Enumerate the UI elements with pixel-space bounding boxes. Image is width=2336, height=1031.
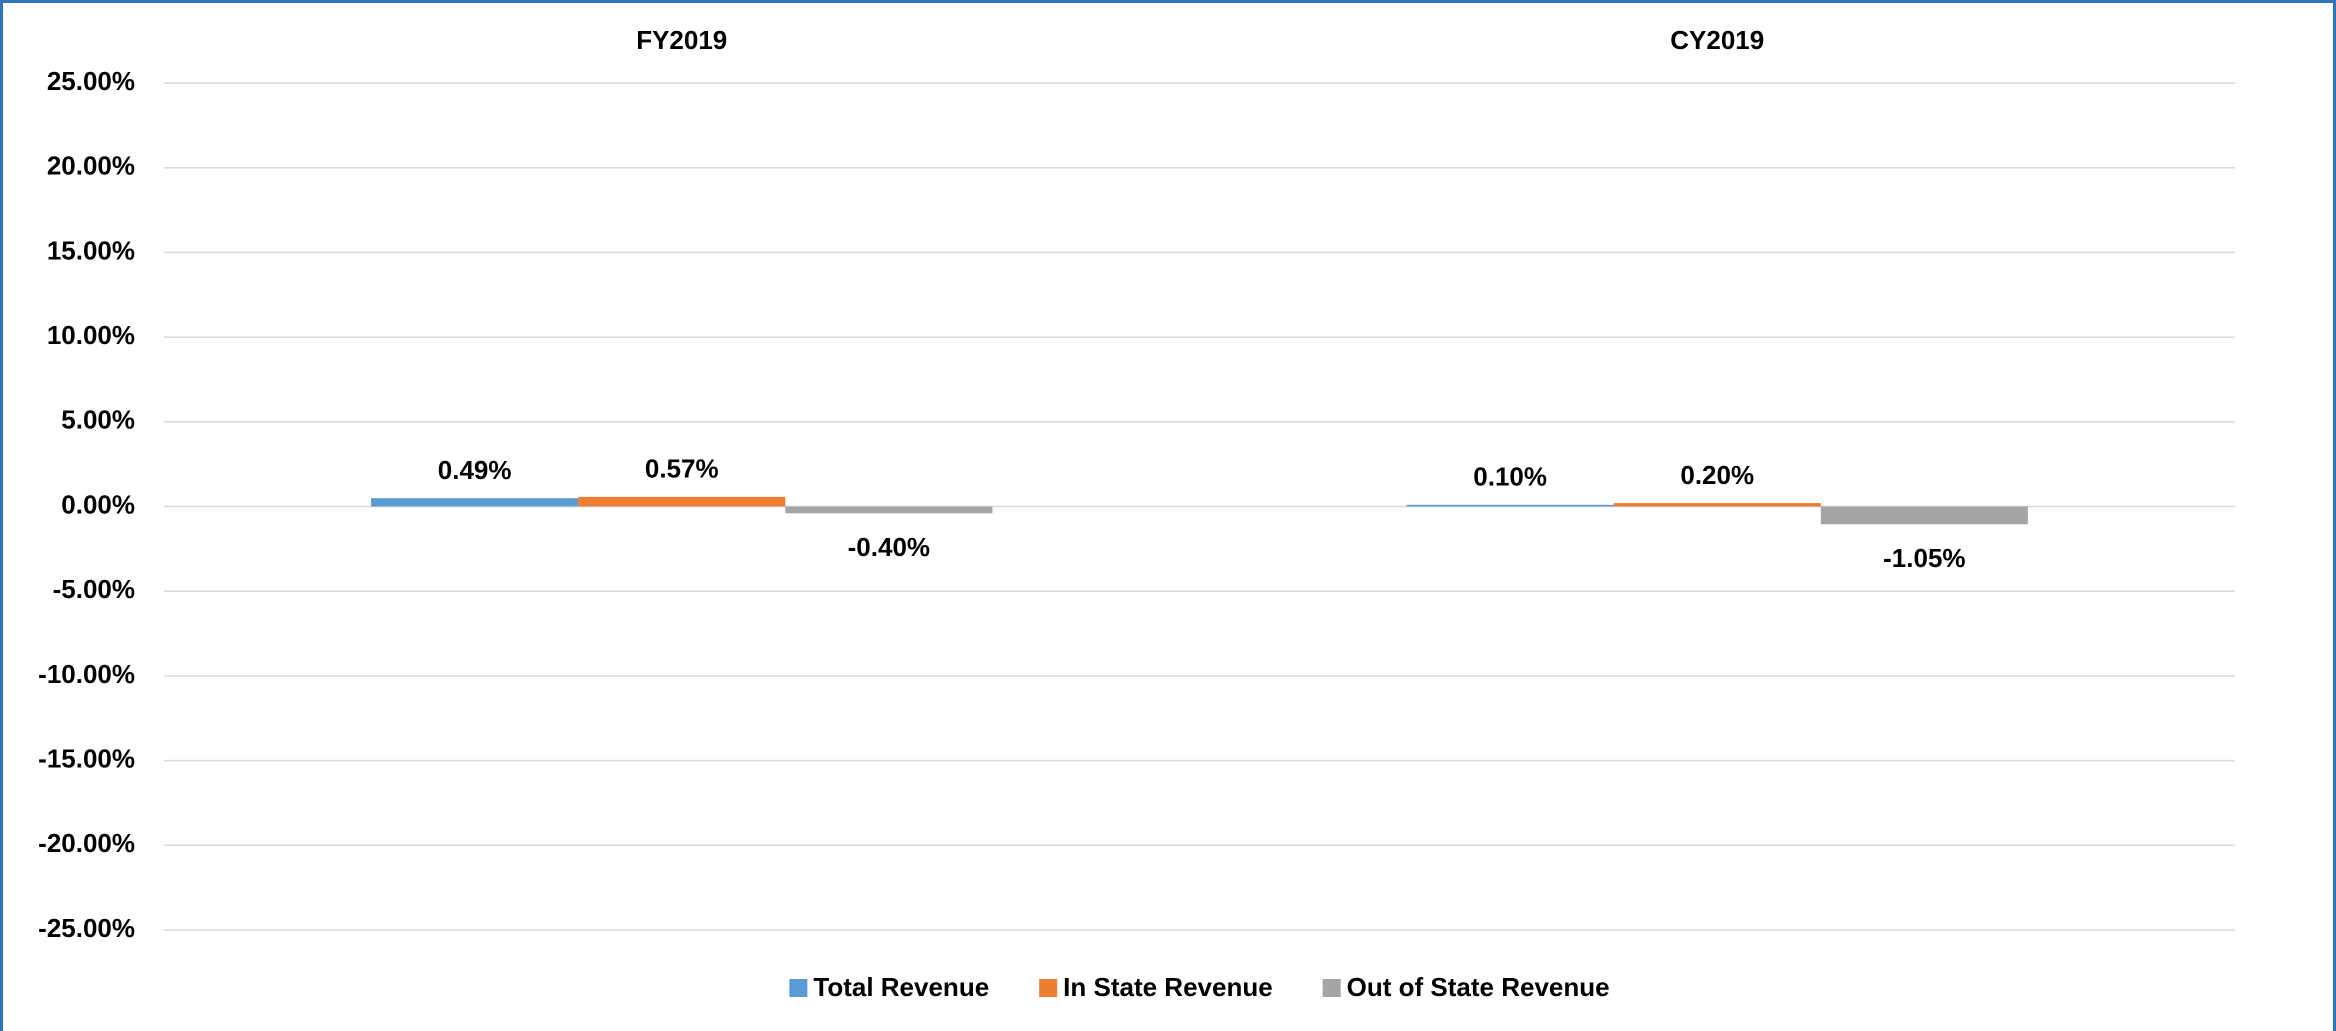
y-tick-label: 20.00% bbox=[47, 151, 135, 181]
y-tick-label: 5.00% bbox=[61, 405, 135, 435]
legend-swatch bbox=[1039, 979, 1058, 997]
category-label: CY2019 bbox=[1670, 25, 1764, 55]
bar bbox=[1406, 504, 1614, 507]
legend-swatch bbox=[1322, 979, 1341, 997]
y-tick-label: 0.00% bbox=[61, 489, 135, 519]
legend-label: Out of State Revenue bbox=[1347, 972, 1610, 1002]
bar bbox=[1613, 503, 1821, 507]
y-tick-label: -10.00% bbox=[38, 659, 135, 689]
data-label: 0.10% bbox=[1473, 462, 1547, 492]
legend-label: Total Revenue bbox=[813, 972, 989, 1002]
bar bbox=[371, 498, 579, 507]
category-label: FY2019 bbox=[636, 25, 727, 55]
bar bbox=[1820, 506, 2028, 525]
data-label: 0.20% bbox=[1680, 460, 1754, 490]
y-tick-label: 25.00% bbox=[47, 66, 135, 96]
data-label: 0.57% bbox=[645, 454, 719, 484]
y-tick-label: -25.00% bbox=[38, 913, 135, 943]
y-tick-label: -5.00% bbox=[53, 574, 135, 604]
data-label: -0.40% bbox=[848, 532, 930, 562]
legend-label: In State Revenue bbox=[1063, 972, 1273, 1002]
y-tick-label: -20.00% bbox=[38, 828, 135, 858]
y-tick-label: 15.00% bbox=[47, 235, 135, 265]
data-label: -1.05% bbox=[1883, 543, 1965, 573]
data-label: 0.49% bbox=[438, 455, 512, 485]
y-tick-label: 10.00% bbox=[47, 320, 135, 350]
legend-swatch bbox=[789, 979, 808, 997]
bar bbox=[785, 506, 993, 514]
y-tick-label: -15.00% bbox=[38, 743, 135, 773]
bar bbox=[578, 496, 786, 507]
